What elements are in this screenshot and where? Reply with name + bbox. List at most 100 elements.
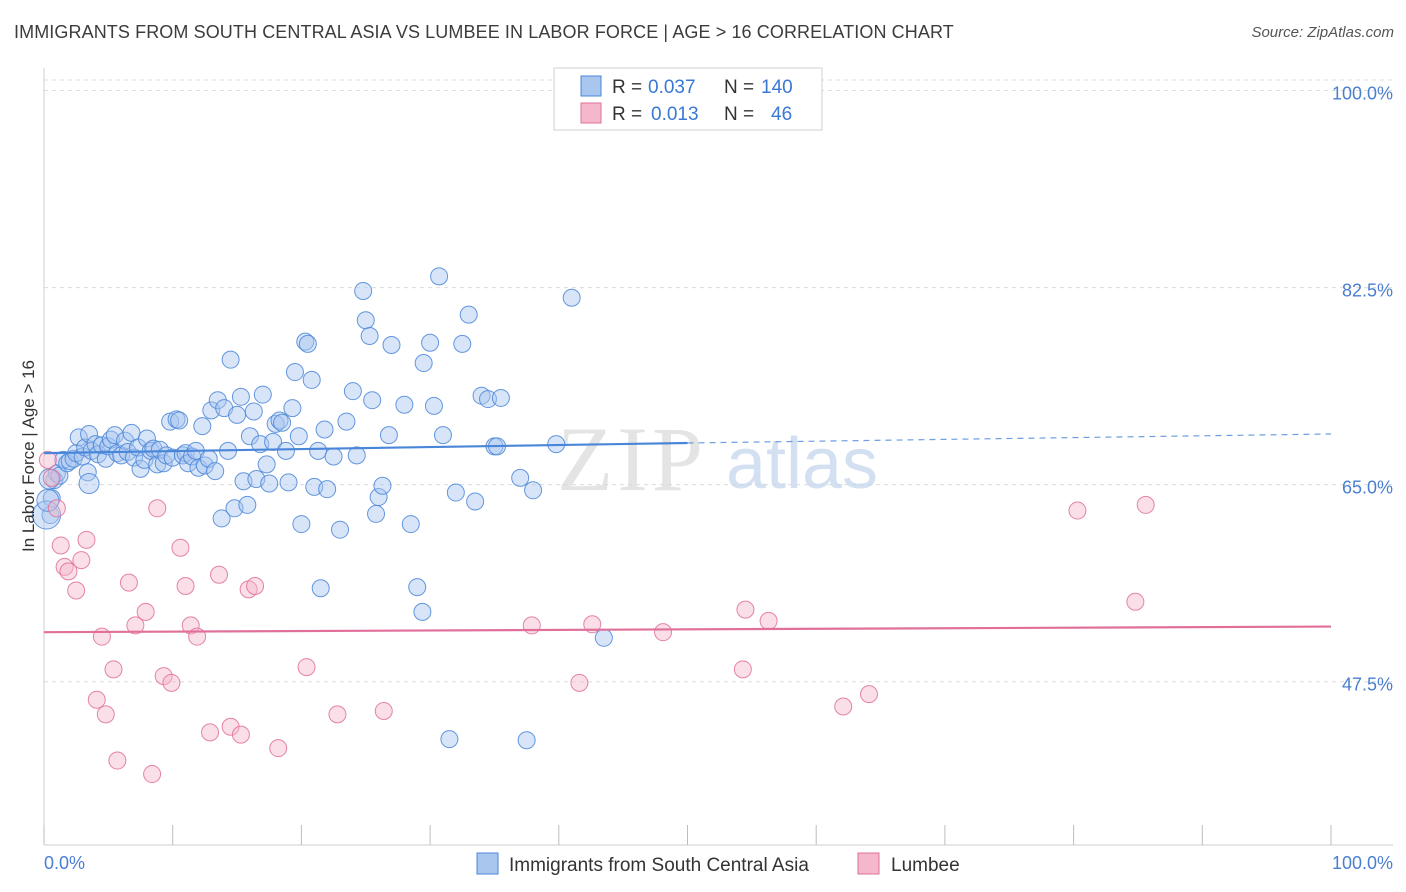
data-point-blue <box>382 336 401 355</box>
data-point-blue <box>148 455 167 474</box>
data-point-blue <box>367 504 386 523</box>
data-point-pink <box>38 450 57 469</box>
data-point-blue <box>69 428 88 447</box>
data-point-pink <box>72 551 91 570</box>
legend-swatch-blue <box>580 75 602 97</box>
bottom-legend-swatch-pink <box>857 852 880 875</box>
data-point-pink <box>181 616 200 635</box>
data-point-pink <box>269 739 288 758</box>
data-point-blue <box>273 413 292 432</box>
data-point-blue <box>279 473 298 492</box>
data-point-blue <box>283 399 302 418</box>
data-point-pink <box>47 499 66 518</box>
series-blue-points <box>32 267 613 750</box>
data-point-pink <box>736 600 755 619</box>
trend-layer <box>43 433 1332 634</box>
data-point-pink <box>654 623 673 642</box>
data-point-blue <box>244 402 263 421</box>
data-point-blue <box>356 311 375 330</box>
data-point-blue <box>289 427 308 446</box>
data-point-blue <box>260 474 279 493</box>
y-tick-label: 47.5% <box>1342 675 1393 695</box>
series-pink-points <box>38 450 1155 784</box>
data-point-blue <box>78 473 100 495</box>
data-point-blue <box>337 412 356 431</box>
data-point-blue <box>373 476 392 495</box>
legend-r-value-blue: 0.037 <box>648 77 696 98</box>
data-point-blue <box>413 602 432 621</box>
data-point-pink <box>171 538 190 557</box>
data-point-pink <box>96 705 115 724</box>
data-point-pink <box>59 562 78 581</box>
data-point-blue <box>430 267 449 286</box>
data-point-pink <box>136 602 155 621</box>
data-point-blue <box>408 578 427 597</box>
data-point-pink <box>119 573 138 592</box>
trend-line-blue-extension <box>687 433 1332 444</box>
data-point-pink <box>148 499 167 518</box>
data-point-pink <box>176 577 195 595</box>
data-point-blue <box>302 370 321 389</box>
data-point-blue <box>276 441 295 460</box>
data-point-blue <box>433 426 452 445</box>
legend-r-value-pink: 0.013 <box>651 104 699 125</box>
y-tick-label: 82.5% <box>1342 281 1393 301</box>
data-point-pink <box>92 627 111 646</box>
chart-title: IMMIGRANTS FROM SOUTH CENTRAL ASIA VS LU… <box>14 22 954 42</box>
x-tick-label-min: 0.0% <box>44 853 85 873</box>
data-point-blue <box>369 488 388 507</box>
legend-n-label-pink: N = <box>724 104 754 125</box>
data-point-blue <box>421 333 440 352</box>
data-point-blue <box>228 405 247 424</box>
data-point-blue <box>347 446 366 465</box>
data-point-blue <box>453 334 472 353</box>
data-point-blue <box>253 385 272 404</box>
data-point-pink <box>859 685 878 704</box>
data-point-blue <box>440 730 459 749</box>
data-point-pink <box>374 701 393 720</box>
data-point-blue <box>58 454 77 473</box>
data-point-blue <box>459 305 478 324</box>
data-point-blue <box>524 481 543 500</box>
data-point-blue <box>594 628 613 647</box>
data-point-blue <box>517 731 536 750</box>
legend-r-label-pink: R = <box>612 104 642 125</box>
watermark-zip: ZIP <box>557 408 707 510</box>
data-point-pink <box>104 660 123 679</box>
data-point-pink <box>143 765 162 784</box>
data-point-pink <box>210 565 229 584</box>
legend-n-value-blue: 140 <box>761 77 793 98</box>
data-point-blue <box>379 426 398 445</box>
data-point-blue <box>296 332 315 351</box>
data-point-blue <box>354 281 373 300</box>
bottom-legend-label-blue: Immigrants from South Central Asia <box>509 855 809 876</box>
data-point-blue <box>231 387 250 406</box>
data-point-blue <box>466 492 485 511</box>
y-tick-label: 65.0% <box>1342 478 1393 498</box>
x-tick-label-max: 100.0% <box>1332 853 1393 873</box>
data-point-blue <box>446 483 465 502</box>
data-point-pink <box>154 667 173 686</box>
data-point-blue <box>424 396 443 415</box>
legend-r-label-blue: R = <box>612 77 642 98</box>
bottom-legend: Immigrants from South Central Asia Lumbe… <box>476 852 960 876</box>
data-point-blue <box>331 520 350 539</box>
data-point-pink <box>834 697 853 716</box>
data-point-blue <box>511 468 530 487</box>
data-point-blue <box>309 441 328 460</box>
y-tick-label: 100.0% <box>1332 84 1393 104</box>
data-point-pink <box>201 723 220 742</box>
data-point-blue <box>193 417 212 436</box>
data-point-pink <box>522 616 541 635</box>
data-point-pink <box>67 581 86 600</box>
data-point-pink <box>108 751 127 770</box>
data-point-pink <box>231 725 250 744</box>
legend: R = 0.037 N = 140 R = 0.013 N = 46 <box>553 67 823 131</box>
data-point-blue <box>221 350 240 369</box>
data-point-blue <box>479 390 498 409</box>
data-point-pink <box>328 705 347 724</box>
data-point-blue <box>285 363 304 382</box>
data-point-pink <box>1068 501 1087 520</box>
data-point-pink <box>87 690 106 709</box>
